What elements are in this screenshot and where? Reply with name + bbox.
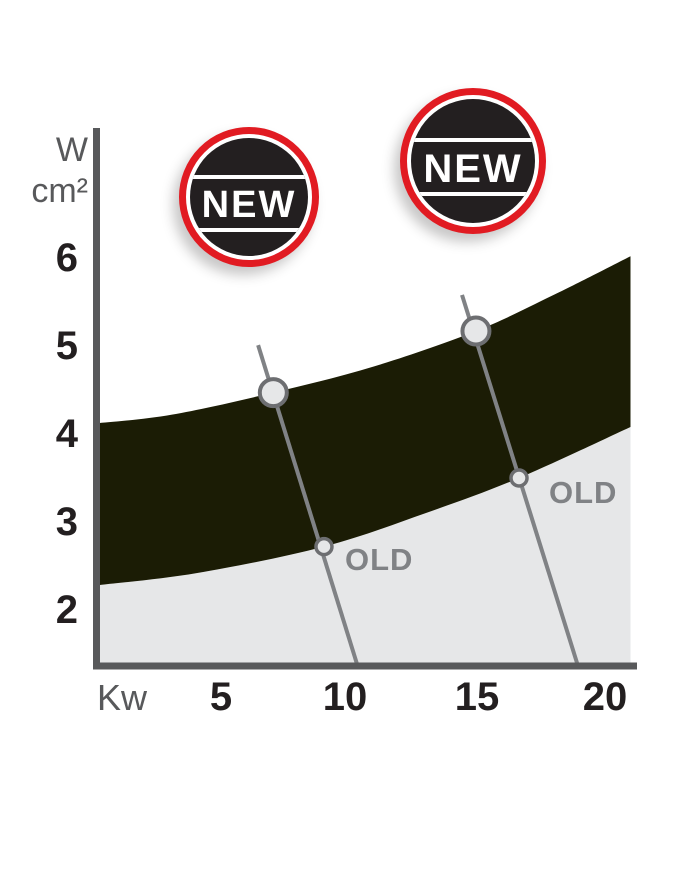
old-series-label-2: OLD xyxy=(549,475,618,510)
badge-rule-bottom xyxy=(190,228,308,232)
band-new xyxy=(96,256,631,586)
marker-new-15kw xyxy=(460,315,492,347)
new-badge-2-disc: NEW xyxy=(411,99,535,223)
marker-old-16.7kw xyxy=(509,468,529,488)
badge-rule-top xyxy=(190,175,308,179)
y-tick-2: 2 xyxy=(55,588,78,632)
x-tick-5: 5 xyxy=(209,675,233,719)
band-old xyxy=(96,427,631,667)
y-tick-5: 5 xyxy=(55,324,78,368)
old-series-label-1: OLD xyxy=(345,542,414,577)
y-tick-4: 4 xyxy=(55,412,78,456)
x-tick-15: 15 xyxy=(454,675,500,719)
new-badge-1: NEW xyxy=(179,127,319,267)
badge-rule-top xyxy=(411,138,535,142)
new-badge-2-label: NEW xyxy=(423,147,523,191)
x-tick-20: 20 xyxy=(582,675,628,719)
x-axis-unit: Kw xyxy=(96,677,147,718)
new-badge-2: NEW xyxy=(400,88,546,234)
marker-new-7kw xyxy=(257,377,289,409)
y-tick-6: 6 xyxy=(55,236,78,280)
y-axis-unit-numerator: W xyxy=(55,131,88,169)
y-axis-unit-denominator: cm² xyxy=(31,172,88,210)
badge-rule-bottom xyxy=(411,192,535,196)
new-badge-1-disc: NEW xyxy=(190,138,308,256)
new-badge-1-label: NEW xyxy=(201,184,297,226)
x-tick-10: 10 xyxy=(322,675,368,719)
marker-old-9kw xyxy=(314,536,334,557)
y-tick-3: 3 xyxy=(55,500,78,544)
